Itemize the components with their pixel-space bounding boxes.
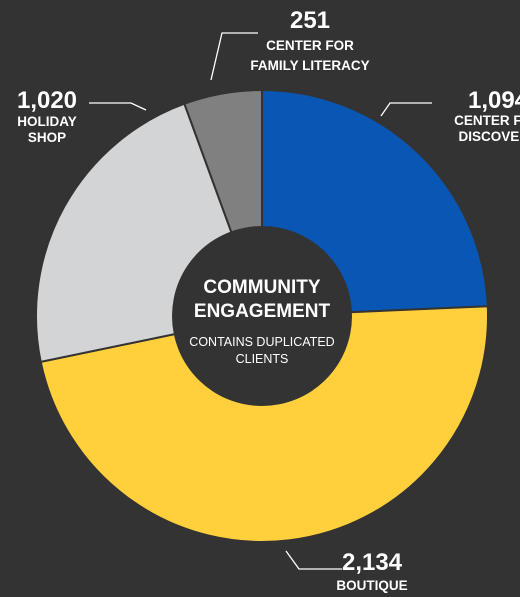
slice-label-holiday-shop-1: HOLIDAY: [17, 114, 77, 129]
leader-line-center-for-discovery: [380, 102, 432, 117]
slice-label-center-for-family-literacy-2: FAMILY LITERACY: [250, 58, 369, 73]
value-label-center-for-discovery: 1,094: [468, 87, 520, 114]
center-subtitle-line-2: CLIENTS: [236, 352, 289, 366]
center-title-line-1: COMMUNITY: [203, 277, 320, 298]
slice-boutique: [39, 305, 489, 543]
center-subtitle-line-1: CONTAINS DUPLICATED: [189, 335, 334, 349]
slice-label-center-for-discovery-1: CENTER FOR: [454, 113, 520, 128]
slice-label-center-for-family-literacy-1: CENTER FOR: [266, 38, 354, 53]
leader-line-boutique: [285, 550, 342, 570]
center-title-line-2: ENGAGEMENT: [194, 301, 331, 322]
value-label-holiday-shop: 1,020: [17, 87, 77, 114]
slice-label-holiday-shop-2: SHOP: [28, 130, 66, 145]
value-label-center-for-family-literacy: 251: [290, 7, 330, 34]
value-label-boutique: 2,134: [342, 549, 403, 576]
slice-label-center-for-discovery-2: DISCOVERY: [458, 129, 520, 144]
leader-line-holiday-shop: [89, 102, 147, 111]
donut-hole: [172, 226, 352, 406]
leader-line-center-for-family-literacy: [210, 32, 258, 81]
slice-label-boutique: BOUTIQUE: [336, 578, 407, 593]
